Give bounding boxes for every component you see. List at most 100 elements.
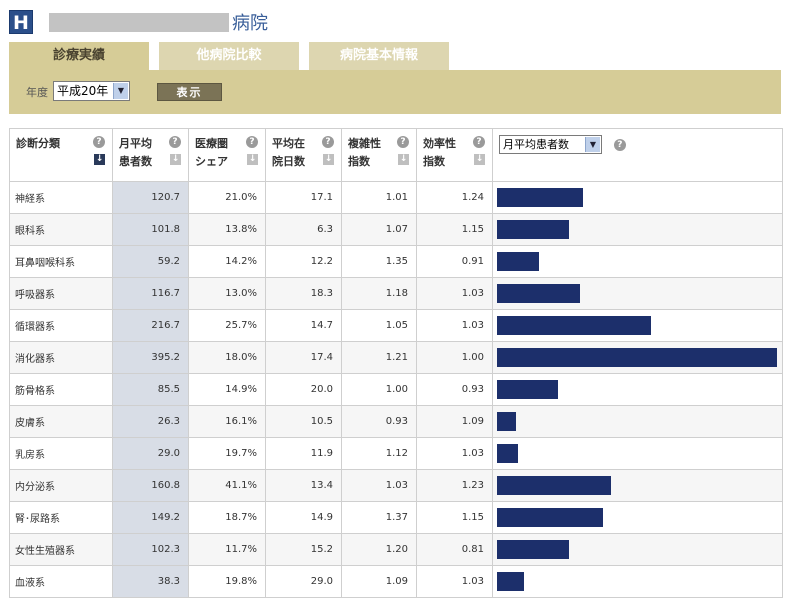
sort-down-icon[interactable]: ↓: [474, 154, 485, 165]
value-bar: [497, 540, 569, 559]
metric-select-value: 月平均患者数: [503, 138, 569, 151]
efficiency-cell: 1.03: [416, 437, 493, 470]
patients-cell: 160.8: [112, 469, 189, 502]
bar-cell: [492, 501, 783, 534]
patients-cell: 29.0: [112, 437, 189, 470]
value-bar: [497, 476, 611, 495]
sort-down-icon[interactable]: ↓: [398, 154, 409, 165]
value-bar: [497, 348, 777, 367]
diagnosis-cell: 筋骨格系: [9, 373, 113, 406]
header-avg-stay-l1: 平均在: [272, 137, 305, 150]
bar-cell: [492, 181, 783, 214]
header-monthly-patients-l1: 月平均: [119, 137, 152, 150]
bar-cell: [492, 341, 783, 374]
header-share-l1: 医療圏: [195, 137, 228, 150]
header-monthly-patients: 月平均 患者数 ? ↓: [112, 128, 189, 182]
header-efficiency: 効率性 指数 ? ↓: [416, 128, 493, 182]
patients-cell: 101.8: [112, 213, 189, 246]
patients-cell: 395.2: [112, 341, 189, 374]
diagnosis-cell: 眼科系: [9, 213, 113, 246]
header-complexity-l1: 複雑性: [348, 137, 381, 150]
complexity-cell: 1.37: [341, 501, 417, 534]
efficiency-cell: 1.00: [416, 341, 493, 374]
complexity-cell: 0.93: [341, 405, 417, 438]
chevron-down-icon: ▼: [585, 137, 600, 152]
value-bar: [497, 252, 539, 271]
bar-cell: [492, 437, 783, 470]
patients-cell: 26.3: [112, 405, 189, 438]
tab-hospital-info[interactable]: 病院基本情報: [309, 42, 449, 70]
avg-stay-cell: 17.1: [265, 181, 342, 214]
help-icon[interactable]: ?: [246, 136, 258, 148]
value-bar: [497, 412, 516, 431]
help-icon[interactable]: ?: [169, 136, 181, 148]
sort-down-icon[interactable]: ↓: [94, 154, 105, 165]
diagnosis-cell: 乳房系: [9, 437, 113, 470]
share-cell: 16.1%: [188, 405, 266, 438]
complexity-cell: 1.21: [341, 341, 417, 374]
year-select-value: 平成20年: [57, 84, 109, 98]
patients-cell: 85.5: [112, 373, 189, 406]
complexity-cell: 1.03: [341, 469, 417, 502]
efficiency-cell: 1.09: [416, 405, 493, 438]
avg-stay-cell: 14.9: [265, 501, 342, 534]
sort-down-icon[interactable]: ↓: [323, 154, 334, 165]
complexity-cell: 1.05: [341, 309, 417, 342]
efficiency-cell: 1.15: [416, 213, 493, 246]
table-row: 血液系 38.3 19.8% 29.0 1.09 1.03: [9, 565, 783, 598]
bar-cell: [492, 565, 783, 598]
diagnosis-cell: 神経系: [9, 181, 113, 214]
year-select[interactable]: 平成20年 ▼: [53, 81, 130, 101]
efficiency-cell: 1.03: [416, 565, 493, 598]
table-row: 腎･尿路系 149.2 18.7% 14.9 1.37 1.15: [9, 501, 783, 534]
value-bar: [497, 220, 569, 239]
help-icon[interactable]: ?: [322, 136, 334, 148]
sort-down-icon[interactable]: ↓: [247, 154, 258, 165]
table-row: 内分泌系 160.8 41.1% 13.4 1.03 1.23: [9, 469, 783, 502]
patients-cell: 116.7: [112, 277, 189, 310]
bar-cell: [492, 213, 783, 246]
patients-cell: 102.3: [112, 533, 189, 566]
share-cell: 18.7%: [188, 501, 266, 534]
avg-stay-cell: 12.2: [265, 245, 342, 278]
share-cell: 41.1%: [188, 469, 266, 502]
share-cell: 14.9%: [188, 373, 266, 406]
metric-select[interactable]: 月平均患者数 ▼: [499, 135, 602, 154]
bar-cell: [492, 309, 783, 342]
page-header: H 病院: [9, 9, 268, 35]
header-share: 医療圏 シェア ? ↓: [188, 128, 266, 182]
tab-hospital-comparison[interactable]: 他病院比較: [159, 42, 299, 70]
share-cell: 21.0%: [188, 181, 266, 214]
bar-cell: [492, 277, 783, 310]
diagnosis-cell: 皮膚系: [9, 405, 113, 438]
efficiency-cell: 0.93: [416, 373, 493, 406]
help-icon[interactable]: ?: [473, 136, 485, 148]
table-row: 乳房系 29.0 19.7% 11.9 1.12 1.03: [9, 437, 783, 470]
efficiency-cell: 0.91: [416, 245, 493, 278]
table-row: 神経系 120.7 21.0% 17.1 1.01 1.24: [9, 181, 783, 214]
tab-clinical-results[interactable]: 診療実績: [9, 42, 149, 70]
table-row: 皮膚系 26.3 16.1% 10.5 0.93 1.09: [9, 405, 783, 438]
sort-down-icon[interactable]: ↓: [170, 154, 181, 165]
efficiency-cell: 1.03: [416, 309, 493, 342]
help-icon[interactable]: ?: [93, 136, 105, 148]
help-icon[interactable]: ?: [613, 138, 626, 151]
complexity-cell: 1.35: [341, 245, 417, 278]
complexity-cell: 1.07: [341, 213, 417, 246]
avg-stay-cell: 6.3: [265, 213, 342, 246]
header-complexity: 複雑性 指数 ? ↓: [341, 128, 417, 182]
table-row: 消化器系 395.2 18.0% 17.4 1.21 1.00: [9, 341, 783, 374]
share-cell: 13.0%: [188, 277, 266, 310]
share-cell: 13.8%: [188, 213, 266, 246]
table-row: 耳鼻咽喉科系 59.2 14.2% 12.2 1.35 0.91: [9, 245, 783, 278]
avg-stay-cell: 20.0: [265, 373, 342, 406]
complexity-cell: 1.09: [341, 565, 417, 598]
header-efficiency-l1: 効率性: [423, 137, 456, 150]
efficiency-cell: 1.15: [416, 501, 493, 534]
patients-cell: 216.7: [112, 309, 189, 342]
filter-bar: 年度 平成20年 ▼ 表示: [9, 70, 781, 114]
table-row: 循環器系 216.7 25.7% 14.7 1.05 1.03: [9, 309, 783, 342]
value-bar: [497, 380, 558, 399]
help-icon[interactable]: ?: [397, 136, 409, 148]
show-button[interactable]: 表示: [157, 83, 222, 101]
